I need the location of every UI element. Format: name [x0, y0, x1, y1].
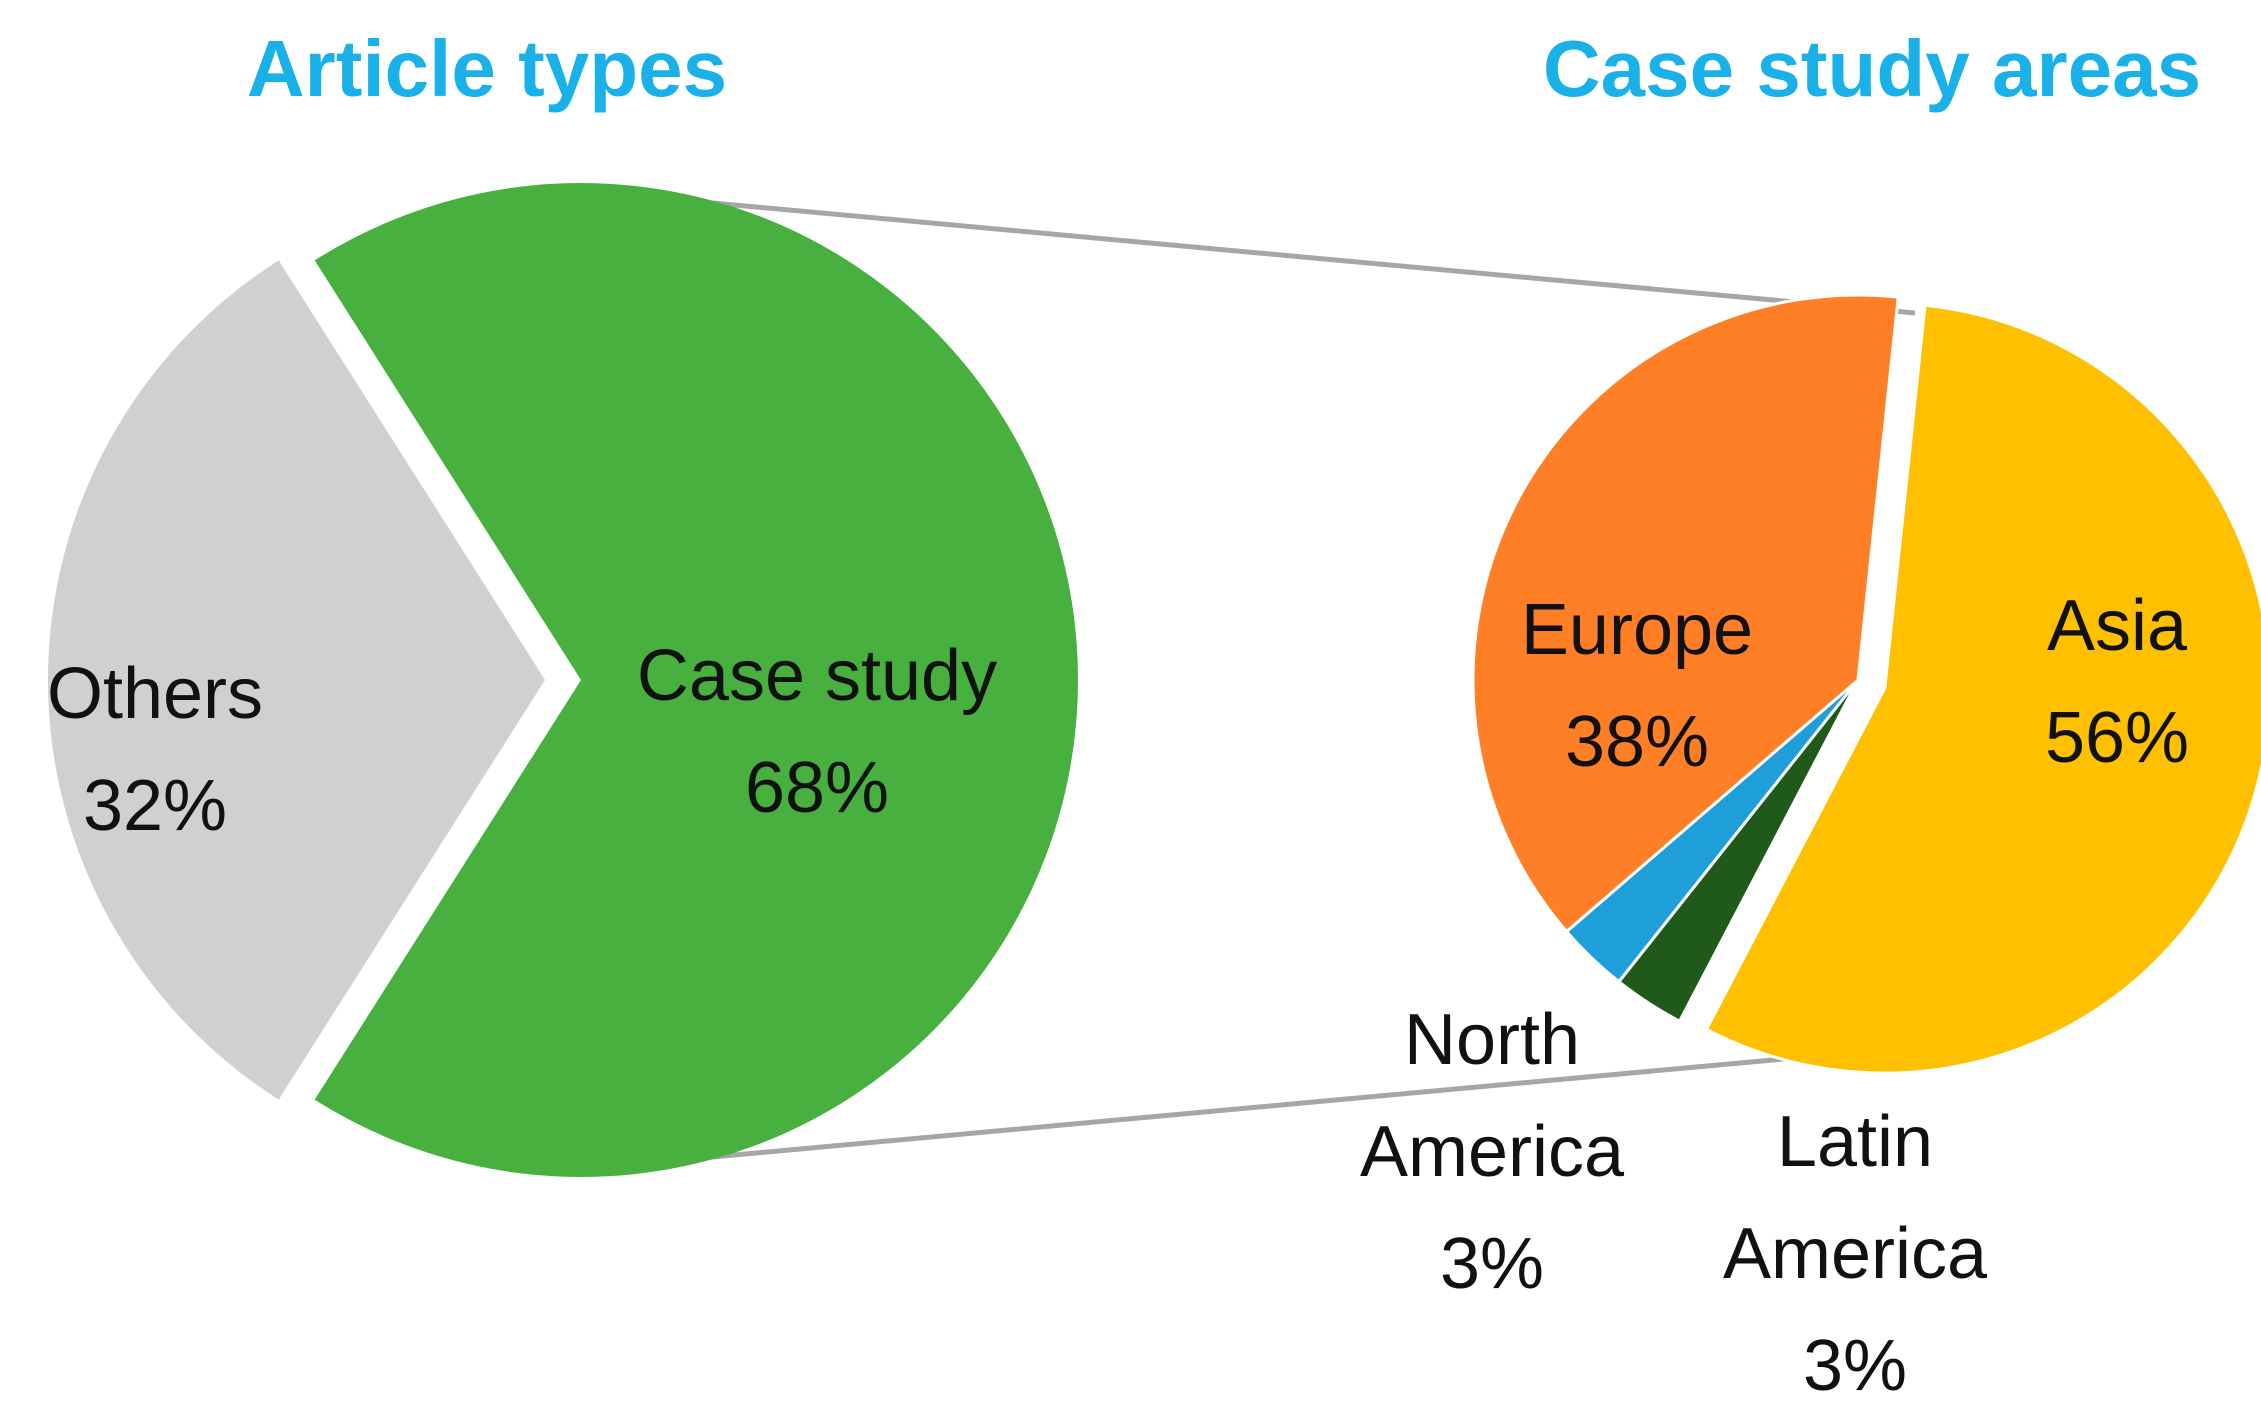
- label-others: Others 32%: [47, 654, 263, 846]
- slice-asia: [1704, 303, 2261, 1075]
- label-europe: Europe 38%: [1521, 590, 1753, 782]
- label-north-america-0: North: [1404, 1000, 1580, 1080]
- connector-line-top: [591, 189, 1916, 316]
- slice-others: [47, 260, 545, 1100]
- slice-europe: [1471, 293, 1900, 934]
- pie-case-study-areas: Asia 56% Europe 38% North America 3% Latin Ameri…: [1360, 293, 2261, 1406]
- label-asia-1: 56%: [2045, 698, 2189, 778]
- title-article-types: Article types: [247, 24, 727, 113]
- connector-lines: [591, 189, 1916, 1171]
- connector-line-bottom: [591, 1044, 1916, 1171]
- label-north-america-2: 3%: [1440, 1224, 1544, 1304]
- label-others-1: 32%: [83, 766, 227, 846]
- label-case-study-1: 68%: [745, 748, 889, 828]
- label-latin-america-0: Latin: [1777, 1102, 1933, 1182]
- label-europe-0: Europe: [1521, 590, 1753, 670]
- label-case-study-0: Case study: [637, 636, 997, 716]
- label-asia: Asia 56%: [2045, 586, 2189, 778]
- label-latin-america-2: 3%: [1803, 1326, 1907, 1406]
- label-europe-1: 38%: [1565, 702, 1709, 782]
- label-north-america-1: America: [1360, 1112, 1625, 1192]
- label-others-0: Others: [47, 654, 263, 734]
- title-case-study-areas: Case study areas: [1543, 24, 2201, 113]
- label-latin-america: Latin America 3%: [1723, 1102, 1988, 1406]
- chart-titles: Article types Case study areas: [247, 24, 2201, 113]
- pie-article-types: Case study 68% Others 32%: [47, 182, 1078, 1177]
- label-case-study: Case study 68%: [637, 636, 997, 828]
- label-asia-0: Asia: [2047, 586, 2188, 666]
- label-north-america: North America 3%: [1360, 1000, 1625, 1304]
- label-latin-america-1: America: [1723, 1214, 1988, 1294]
- slice-case-study: [314, 182, 1078, 1177]
